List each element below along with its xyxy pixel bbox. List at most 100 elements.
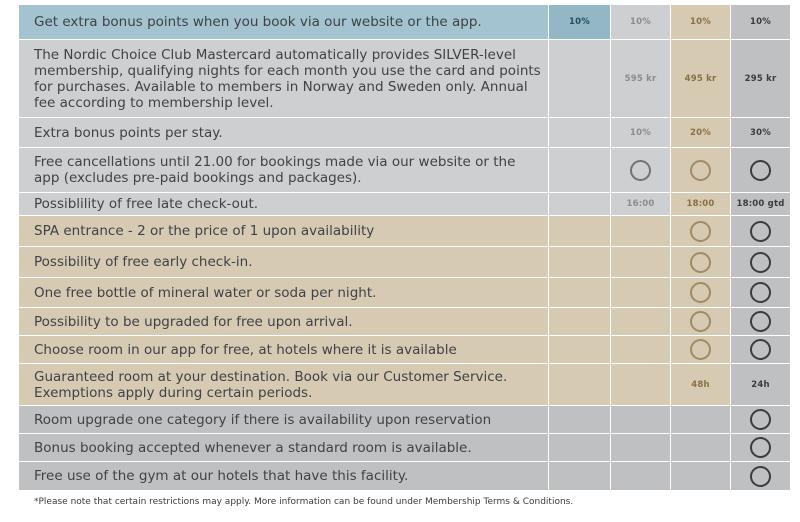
base-tier-cell: [548, 117, 611, 148]
silver-tier-value: 10%: [610, 4, 671, 40]
circle-icon: [690, 339, 711, 360]
platinum-tier-cell: [730, 405, 791, 434]
silver-tier-value: 595 kr: [610, 39, 671, 118]
base-tier-cell: [548, 461, 611, 491]
platinum-tier-cell: [730, 246, 791, 278]
benefit-row: One free bottle of mineral water or soda…: [18, 277, 791, 308]
benefit-description: Free cancellations until 21.00 for booki…: [18, 147, 549, 193]
circle-icon: [690, 159, 711, 181]
circle-icon: [630, 159, 651, 181]
benefits-table-body: Get extra bonus points when you book via…: [18, 4, 791, 491]
benefit-description: The Nordic Choice Club Mastercard automa…: [18, 39, 549, 118]
gold-tier-cell: [670, 335, 731, 364]
platinum-tier-cell: [730, 433, 791, 462]
benefit-description: Guaranteed room at your destination. Boo…: [18, 363, 549, 406]
silver-tier-cell: [610, 335, 671, 364]
benefit-row: The Nordic Choice Club Mastercard automa…: [18, 39, 791, 118]
gold-tier-value: 48h: [670, 363, 731, 406]
silver-tier-cell: [610, 246, 671, 278]
benefit-description: SPA entrance - 2 or the price of 1 upon …: [18, 215, 549, 247]
circle-icon: [690, 311, 711, 332]
gold-tier-value: 495 kr: [670, 39, 731, 118]
benefit-row: Possiblility of free late check-out. 16:0…: [18, 192, 791, 216]
silver-tier-cell: [610, 147, 671, 193]
circle-icon: [750, 437, 771, 458]
silver-tier-cell: [610, 363, 671, 406]
benefit-description: Bonus booking accepted whenever a standa…: [18, 433, 549, 462]
base-tier-cell: [548, 335, 611, 364]
benefit-row: Choose room in our app for free, at hote…: [18, 335, 791, 364]
gold-tier-cell: [670, 215, 731, 247]
gold-tier-cell: [670, 433, 731, 462]
gold-tier-value: 10%: [670, 4, 731, 40]
benefit-description: Possibility of free early check-in.: [18, 246, 549, 278]
gold-tier-cell: [670, 307, 731, 336]
benefit-description: Possibility to be upgraded for free upon…: [18, 307, 549, 336]
base-tier-cell: [548, 405, 611, 434]
benefit-row: Guaranteed room at your destination. Boo…: [18, 363, 791, 406]
platinum-tier-cell: [730, 461, 791, 491]
gold-tier-cell: [670, 147, 731, 193]
silver-tier-cell: [610, 461, 671, 491]
terms-footnote: *Please note that certain restrictions m…: [34, 497, 574, 507]
benefit-row: Room upgrade one category if there is av…: [18, 405, 791, 434]
membership-benefits-table: Get extra bonus points when you book via…: [18, 4, 791, 491]
silver-tier-cell: [610, 307, 671, 336]
base-tier-cell: [548, 363, 611, 406]
platinum-tier-value: 295 kr: [730, 39, 791, 118]
benefit-row: Possibility of free early check-in.: [18, 246, 791, 278]
benefit-description: Get extra bonus points when you book via…: [18, 4, 549, 40]
benefit-description: Free use of the gym at our hotels that h…: [18, 461, 549, 491]
benefit-row: SPA entrance - 2 or the price of 1 upon …: [18, 215, 791, 247]
circle-icon: [750, 409, 771, 430]
benefit-row: Bonus booking accepted whenever a standa…: [18, 433, 791, 462]
base-tier-value: 10%: [548, 4, 611, 40]
base-tier-cell: [548, 192, 611, 216]
gold-tier-value: 18:00: [670, 192, 731, 216]
benefit-row: Get extra bonus points when you book via…: [18, 4, 791, 40]
circle-icon: [750, 311, 771, 332]
platinum-tier-cell: [730, 335, 791, 364]
circle-icon: [750, 465, 771, 487]
platinum-tier-cell: [730, 147, 791, 193]
benefit-row: Possibility to be upgraded for free upon…: [18, 307, 791, 336]
gold-tier-cell: [670, 277, 731, 308]
gold-tier-cell: [670, 461, 731, 491]
base-tier-cell: [548, 147, 611, 193]
gold-tier-cell: [670, 405, 731, 434]
base-tier-cell: [548, 433, 611, 462]
platinum-tier-value: 18:00 gtd: [730, 192, 791, 216]
benefit-description: One free bottle of mineral water or soda…: [18, 277, 549, 308]
circle-icon: [690, 282, 711, 303]
gold-tier-value: 20%: [670, 117, 731, 148]
benefit-description: Choose room in our app for free, at hote…: [18, 335, 549, 364]
circle-icon: [750, 220, 771, 242]
circle-icon: [750, 282, 771, 303]
benefit-description: Room upgrade one category if there is av…: [18, 405, 549, 434]
benefit-row: Extra bonus points per stay. 10% 20% 30%: [18, 117, 791, 148]
platinum-tier-value: 24h: [730, 363, 791, 406]
benefit-description: Possiblility of free late check-out.: [18, 192, 549, 216]
silver-tier-cell: [610, 433, 671, 462]
circle-icon: [750, 159, 771, 181]
platinum-tier-cell: [730, 277, 791, 308]
circle-icon: [690, 220, 711, 242]
circle-icon: [750, 339, 771, 360]
platinum-tier-value: 10%: [730, 4, 791, 40]
silver-tier-value: 10%: [610, 117, 671, 148]
base-tier-cell: [548, 39, 611, 118]
benefit-row: Free cancellations until 21.00 for booki…: [18, 147, 791, 193]
gold-tier-cell: [670, 246, 731, 278]
platinum-tier-cell: [730, 215, 791, 247]
base-tier-cell: [548, 277, 611, 308]
silver-tier-cell: [610, 277, 671, 308]
platinum-tier-value: 30%: [730, 117, 791, 148]
benefit-row: Free use of the gym at our hotels that h…: [18, 461, 791, 491]
base-tier-cell: [548, 215, 611, 247]
base-tier-cell: [548, 307, 611, 336]
silver-tier-cell: [610, 215, 671, 247]
platinum-tier-cell: [730, 307, 791, 336]
silver-tier-value: 16:00: [610, 192, 671, 216]
silver-tier-cell: [610, 405, 671, 434]
circle-icon: [750, 251, 771, 273]
